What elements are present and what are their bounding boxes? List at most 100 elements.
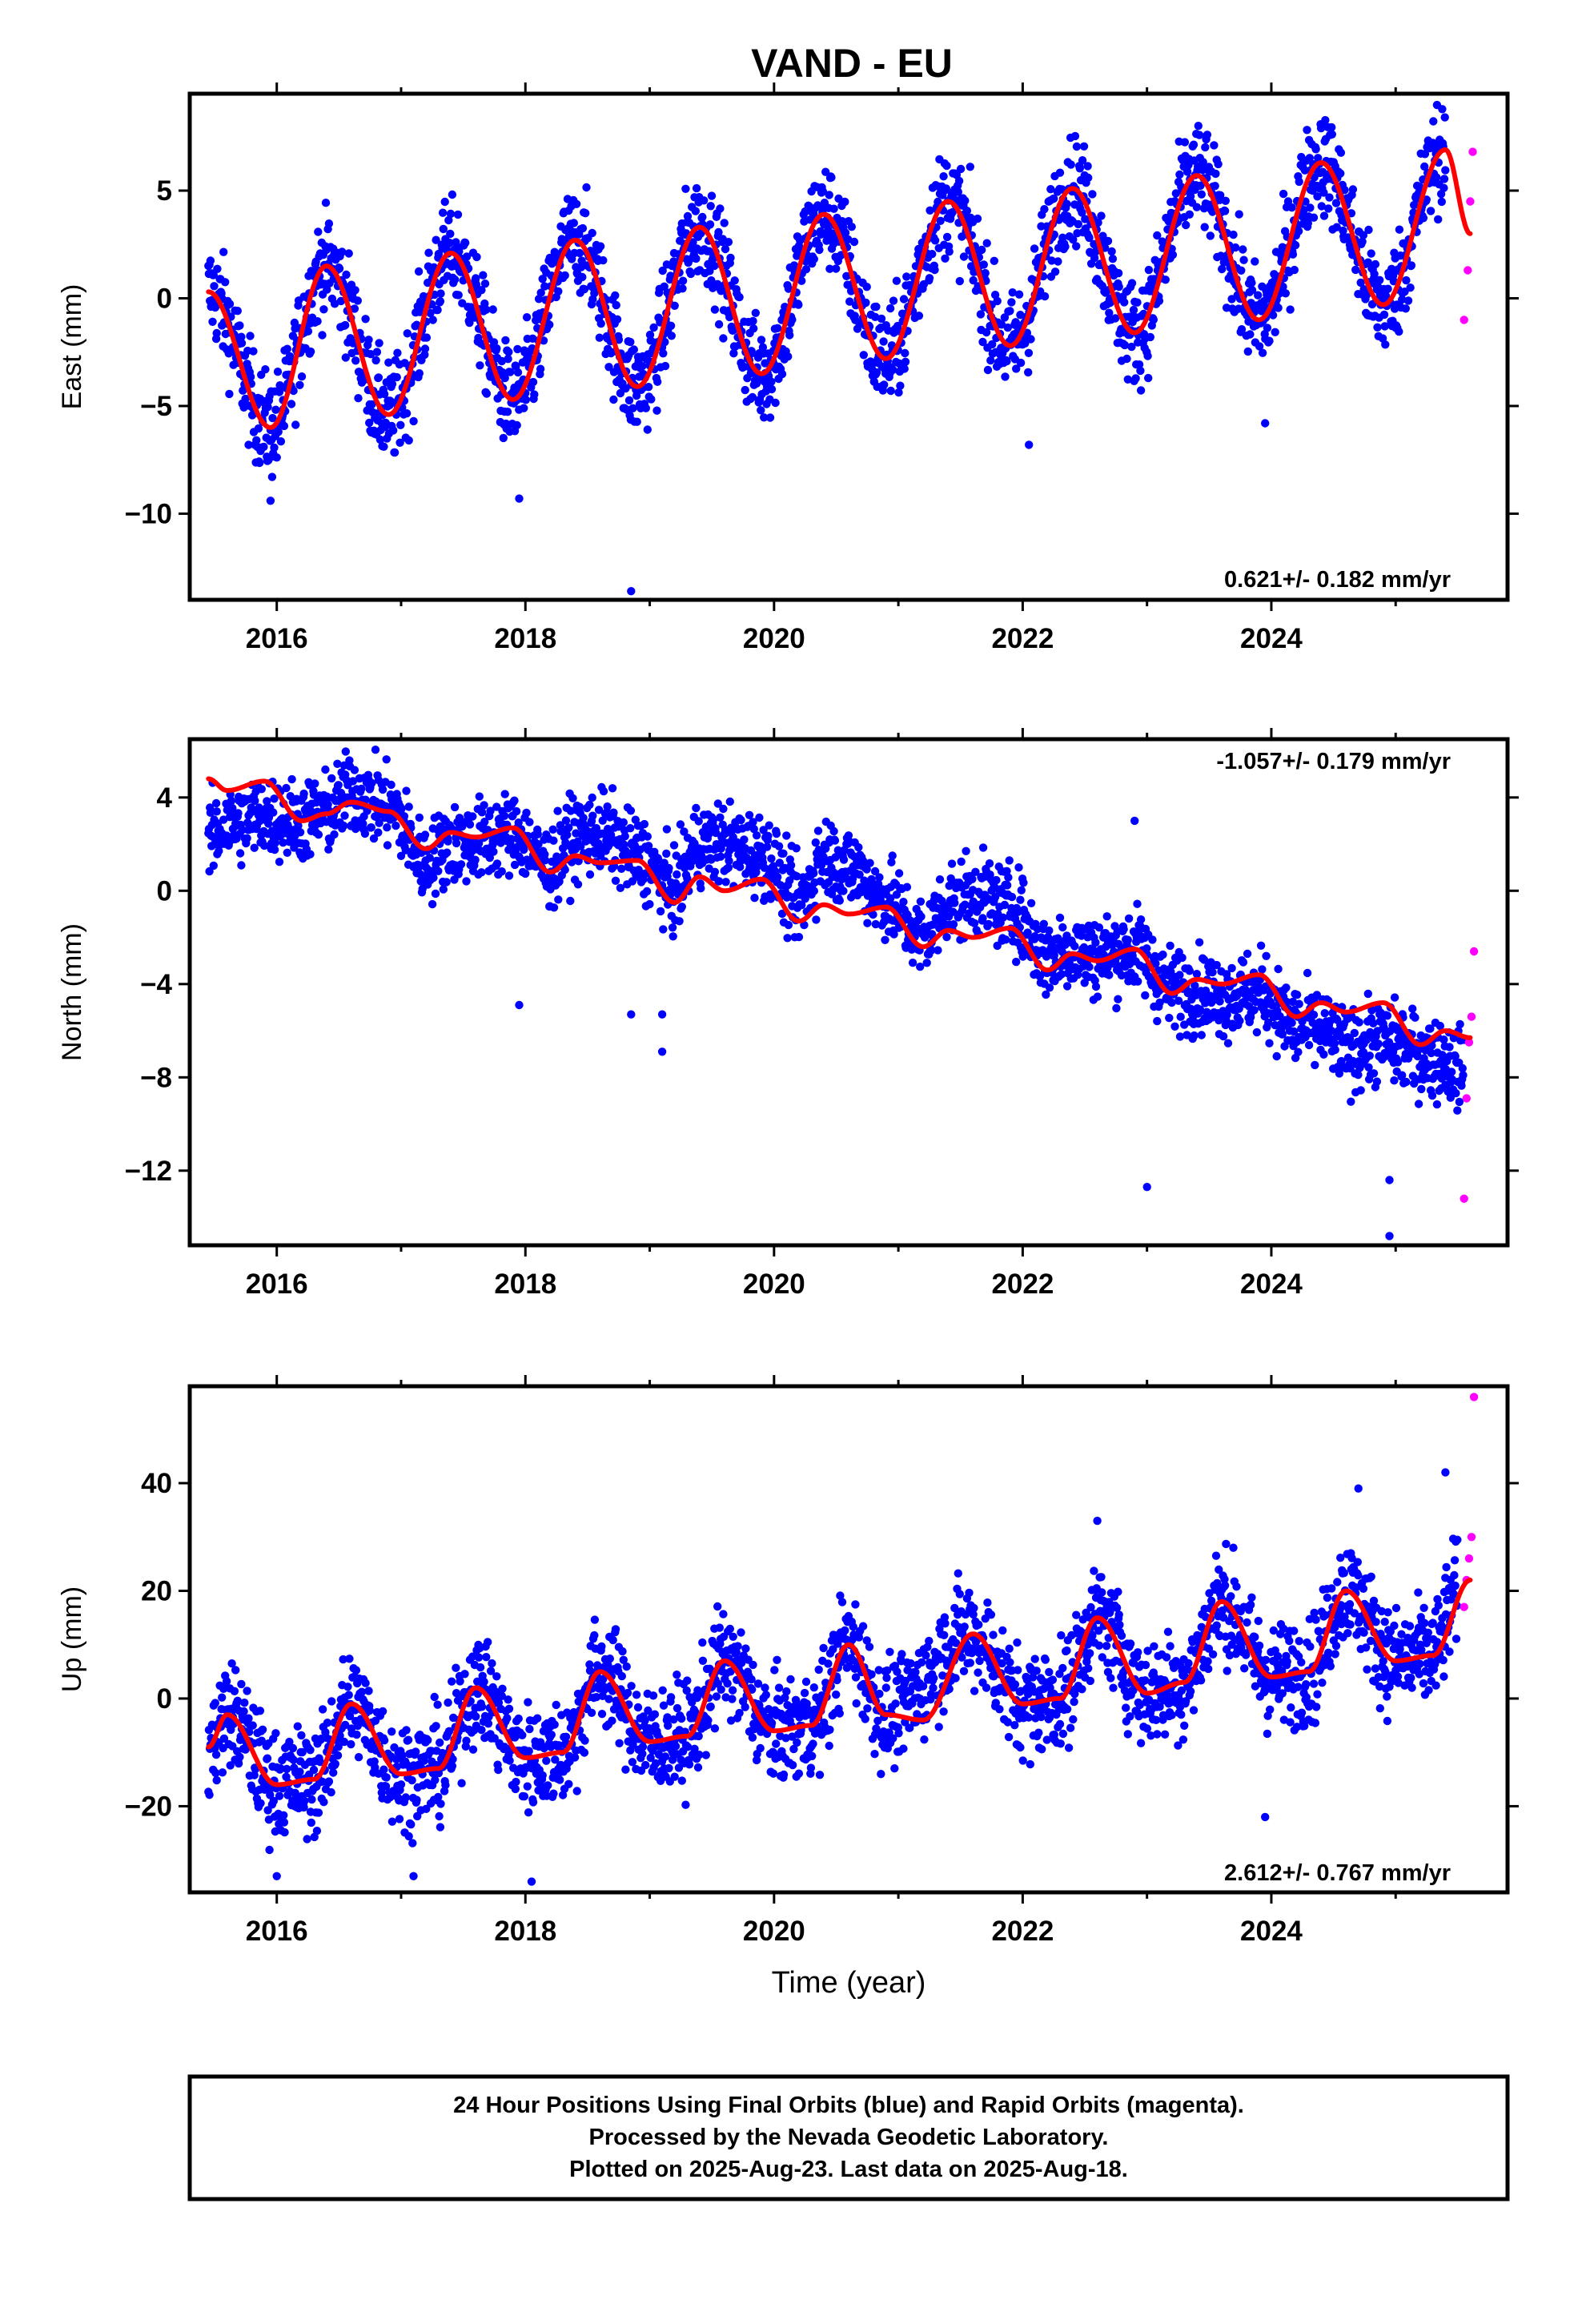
north-data-point	[1355, 1018, 1363, 1027]
east-data-point	[1194, 122, 1203, 131]
north-data-point	[1408, 1004, 1417, 1013]
east-data-point	[276, 437, 286, 446]
north-data-point	[809, 887, 818, 895]
north-y-tick-label: −8	[140, 1062, 172, 1093]
north-data-point	[668, 923, 677, 932]
north-data-point	[934, 946, 942, 955]
east-data-point	[379, 389, 389, 399]
east-data-point	[841, 197, 849, 207]
east-data-point	[983, 365, 993, 375]
east-data-point	[1229, 230, 1238, 239]
north-data-point	[360, 829, 370, 838]
east-data-point	[319, 305, 328, 314]
east-data-point	[279, 421, 289, 431]
east-data-point	[1088, 190, 1097, 199]
east-data-point	[276, 382, 285, 391]
north-data-point	[1265, 1039, 1274, 1047]
north-data-point	[773, 873, 782, 882]
north-data-point	[573, 880, 583, 889]
north-data-point	[1091, 982, 1101, 991]
east-data-point	[1324, 204, 1333, 213]
east-data-point	[942, 232, 952, 242]
up-data-point	[256, 1799, 265, 1807]
north-data-point	[1085, 963, 1094, 971]
east-data-point	[374, 373, 383, 382]
east-data-point	[274, 428, 283, 436]
north-x-tick-label: 2020	[743, 1269, 805, 1300]
east-data-point	[500, 373, 509, 383]
east-data-point	[1373, 323, 1382, 332]
east-data-point	[404, 436, 413, 445]
east-data-point	[1439, 175, 1449, 183]
east-data-point	[396, 420, 405, 429]
east-data-point	[303, 327, 313, 336]
north-data-point	[1369, 1069, 1379, 1078]
east-y-tick-label: 5	[157, 175, 172, 207]
north-data-point	[1012, 957, 1021, 967]
east-data-point	[1120, 298, 1129, 307]
north-data-point	[480, 801, 488, 810]
east-data-point	[829, 204, 838, 213]
east-data-point	[1221, 196, 1231, 205]
east-data-point	[1144, 373, 1153, 383]
east-data-point	[439, 224, 448, 234]
north-data-point	[881, 935, 889, 945]
east-data-point	[611, 291, 620, 300]
east-data-point	[314, 227, 323, 236]
north-data-point	[1124, 914, 1134, 923]
east-data-point	[629, 345, 638, 354]
east-data-point	[1055, 168, 1065, 177]
north-data-point	[752, 831, 761, 840]
north-data-point	[588, 793, 596, 802]
north-data-point	[865, 858, 874, 867]
east-data-point	[1319, 211, 1329, 220]
east-data-point	[1290, 265, 1299, 275]
north-data-point	[465, 820, 475, 829]
east-data-point	[1108, 255, 1118, 263]
north-data-point	[992, 875, 1001, 885]
north-y-tick-label: 4	[157, 782, 173, 814]
east-data-point	[956, 164, 966, 174]
east-data-point	[692, 254, 701, 263]
east-data-point	[488, 305, 497, 314]
north-data-point	[1311, 1060, 1319, 1070]
east-data-point	[1054, 257, 1062, 266]
east-data-point	[578, 272, 587, 282]
east-data-point	[667, 332, 676, 340]
north-data-point	[383, 841, 392, 850]
east-data-point	[1309, 213, 1319, 222]
east-data-point	[1030, 244, 1039, 253]
east-data-point	[445, 239, 454, 247]
east-data-point	[658, 266, 667, 275]
east-y-tick-label: −10	[125, 498, 172, 529]
north-data-point	[811, 838, 820, 847]
east-data-point	[361, 315, 370, 324]
north-data-point	[725, 797, 734, 806]
east-data-point	[237, 332, 246, 341]
east-data-point	[638, 362, 647, 371]
east-data-point	[1079, 142, 1089, 151]
north-data-point	[1007, 892, 1017, 902]
north-data-point	[1455, 1097, 1464, 1107]
east-data-point	[504, 355, 512, 364]
east-data-point	[1136, 386, 1146, 395]
east-data-point	[901, 357, 910, 366]
north-data-point	[500, 790, 509, 798]
east-data-point	[504, 348, 513, 356]
north-data-point	[984, 919, 993, 929]
north-data-point	[949, 920, 958, 929]
north-data-point	[665, 863, 673, 873]
north-y-axis-label: North (mm)	[57, 923, 87, 1061]
east-data-point	[1014, 290, 1024, 299]
east-data-point	[1203, 131, 1212, 139]
north-data-point	[1243, 949, 1252, 959]
north-data-point	[1250, 1006, 1259, 1015]
east-data-point	[993, 296, 1002, 306]
up-data-point	[222, 1677, 231, 1686]
east-data-point	[367, 400, 376, 409]
north-data-point	[420, 830, 430, 839]
east-data-point	[1097, 211, 1106, 220]
